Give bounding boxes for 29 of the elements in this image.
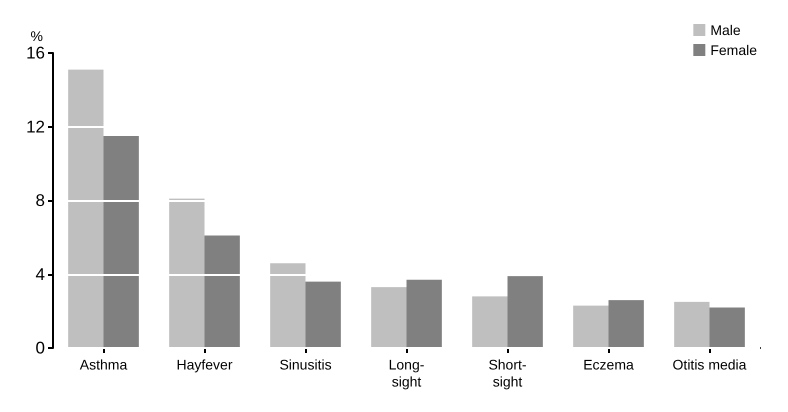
bar [306,282,341,348]
legend-label: Female [710,42,758,58]
x-tick-label: Short- sight [488,356,527,390]
bar [270,263,306,348]
bar [204,236,240,348]
bar [406,280,442,348]
bar [68,70,104,348]
x-tick-label: Sinusitis [279,356,332,372]
x-tick-label: Hayfever [176,356,233,372]
bar [472,296,508,348]
y-tick-label: 4 [36,264,45,284]
bar [674,302,710,348]
y-tick-label: 12 [26,117,45,136]
bar [710,307,745,348]
bar [169,198,204,348]
y-tick-label: 0 [36,338,45,358]
y-tick-label: 16 [26,44,45,62]
bar [608,300,644,348]
bar [508,276,543,348]
x-tick-label: Asthma [80,356,128,372]
legend-label: Male [710,22,741,38]
x-tick-label: Long- sight [388,356,425,390]
y-tick-label: 8 [36,191,45,210]
x-tick-label: Otitis media [672,356,747,372]
y-axis-title: % [30,28,43,44]
bar [573,306,608,348]
bar [371,287,406,348]
x-tick-label: Eczema [583,356,634,372]
bar [104,136,139,348]
